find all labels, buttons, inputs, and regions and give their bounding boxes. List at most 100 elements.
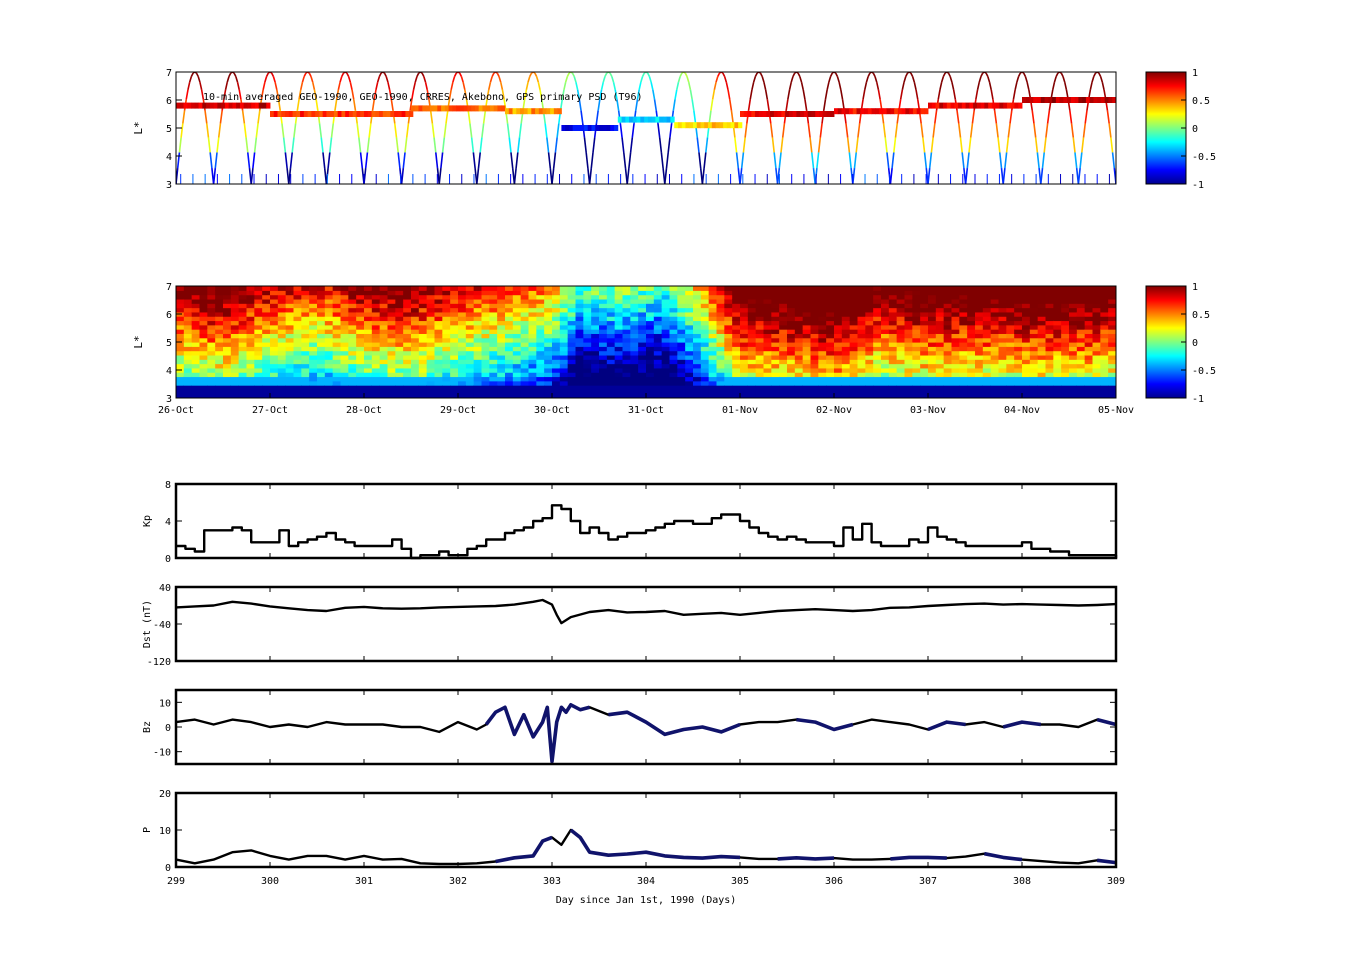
model-psd-cell (606, 337, 616, 343)
model-psd-cell (693, 376, 702, 382)
model-psd-cell (191, 329, 201, 334)
model-psd-cell (975, 389, 984, 395)
model-psd-cell (442, 385, 451, 390)
model-psd-cell (371, 294, 381, 300)
model-psd-cell (176, 303, 185, 309)
model-psd-cell (599, 329, 608, 334)
orbit-segment (167, 111, 169, 124)
model-psd-cell (638, 333, 647, 339)
model-psd-cell (904, 303, 913, 309)
model-psd-cell (246, 372, 255, 378)
model-psd-cell (332, 294, 342, 300)
model-psd-cell (912, 316, 921, 322)
model-psd-cell (716, 380, 725, 386)
model-psd-cell (614, 316, 624, 322)
model-psd-cell (442, 286, 451, 291)
model-psd-cell (199, 359, 208, 365)
model-psd-cell (928, 329, 937, 334)
model-psd-cell (693, 290, 702, 296)
orbit-segment (327, 152, 331, 169)
model-psd-cell (959, 359, 968, 365)
model-psd-cell (1022, 320, 1031, 326)
orbit-segment (140, 152, 142, 168)
model-psd-cell (982, 311, 992, 317)
orbit-segment (1099, 76, 1104, 83)
model-psd-cell (1108, 337, 1116, 343)
orbit-segment (272, 76, 276, 83)
model-psd-cell (732, 389, 741, 395)
model-psd-cell (904, 333, 913, 339)
model-psd-cell (520, 290, 530, 296)
orbit-segment (547, 152, 552, 169)
model-psd-cell (552, 342, 561, 347)
orbit-segment (450, 81, 454, 90)
model-psd-cell (1069, 389, 1078, 395)
model-psd-cell (975, 294, 984, 300)
orbit-segment (927, 167, 931, 184)
model-psd-cell (379, 316, 389, 322)
model-psd-cell (309, 286, 318, 291)
model-psd-cell (747, 380, 757, 386)
model-psd-cell (975, 385, 984, 390)
geo-psd-point (931, 102, 936, 109)
model-psd-cell (763, 350, 772, 356)
model-psd-cell (943, 393, 953, 398)
orbit-segment (928, 152, 933, 169)
model-psd-cell (747, 389, 757, 395)
model-psd-cell (223, 367, 232, 373)
model-psd-cell (779, 372, 788, 378)
model-psd-cell (653, 286, 663, 291)
model-psd-cell (332, 303, 342, 309)
model-psd-cell (653, 376, 663, 382)
orbit-segment (687, 81, 692, 90)
model-psd-cell (567, 385, 577, 390)
geo-psd-point (1063, 97, 1068, 103)
orbit-trace (701, 72, 741, 184)
model-psd-cell (849, 342, 859, 347)
model-psd-cell (528, 286, 537, 291)
model-psd-cell (544, 333, 553, 339)
orbit-segment (797, 72, 801, 77)
model-psd-cell (324, 286, 334, 291)
model-psd-cell (356, 376, 365, 382)
model-psd-cell (982, 393, 992, 398)
model-psd-cell (865, 316, 874, 322)
model-psd-cell (387, 333, 396, 339)
model-psd-cell (403, 307, 412, 313)
model-psd-cell (763, 298, 772, 304)
model-psd-cell (787, 376, 796, 382)
date-tick-label: 26-Oct (158, 405, 194, 416)
model-psd-cell (520, 311, 530, 317)
orbit-segment (1033, 123, 1037, 138)
model-psd-cell (489, 286, 498, 291)
model-psd-cell (638, 324, 647, 330)
model-psd-cell (771, 320, 780, 326)
orbit-segment (180, 123, 184, 138)
model-psd-cell (606, 294, 616, 300)
model-psd-cell (544, 376, 553, 382)
model-psd-cell (943, 320, 953, 326)
model-psd-cell (293, 329, 302, 334)
model-psd-cell (747, 307, 757, 313)
model-psd-cell (1045, 329, 1054, 334)
model-psd-cell (403, 376, 412, 382)
model-psd-cell (379, 350, 389, 356)
orbit-segment (188, 76, 193, 83)
model-psd-cell (591, 290, 600, 296)
model-psd-cell (646, 376, 655, 382)
model-psd-cell (818, 303, 827, 309)
orbit-segment (846, 137, 851, 153)
orbit-segment (373, 89, 377, 100)
model-psd-cell (755, 286, 765, 291)
model-psd-cell (1108, 320, 1116, 326)
model-psd-cell (834, 385, 843, 390)
model-psd-cell (387, 359, 396, 365)
model-psd-cell (732, 342, 741, 347)
model-psd-cell (841, 389, 851, 395)
model-psd-cell (826, 380, 835, 386)
model-psd-cell (1061, 298, 1070, 304)
model-psd-cell (826, 372, 835, 378)
model-psd-cell (982, 350, 992, 356)
model-psd-cell (638, 290, 647, 296)
model-psd-cell (755, 372, 765, 378)
